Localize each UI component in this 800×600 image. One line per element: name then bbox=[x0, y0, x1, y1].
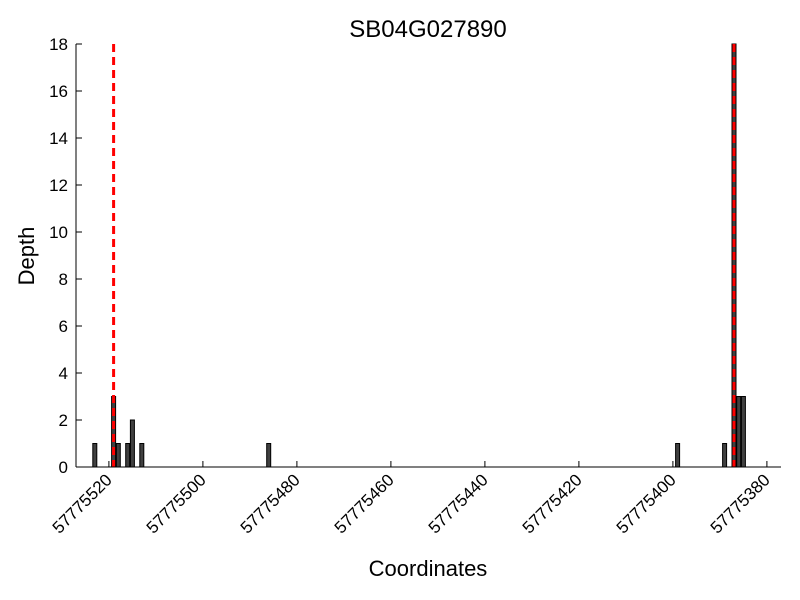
x-tick-label: 57775480 bbox=[237, 470, 304, 537]
depth-bar bbox=[740, 396, 746, 468]
bars-layer bbox=[92, 43, 746, 468]
depth-bar bbox=[111, 396, 117, 468]
y-tick-label: 2 bbox=[59, 411, 68, 430]
axes-layer bbox=[75, 44, 781, 468]
x-tick-label: 57775520 bbox=[49, 470, 116, 537]
x-tick-label: 57775380 bbox=[707, 470, 774, 537]
x-tick-label: 57775460 bbox=[331, 470, 398, 537]
depth-bar bbox=[125, 443, 131, 468]
y-tick-label: 8 bbox=[59, 270, 68, 289]
depth-bar bbox=[675, 443, 681, 468]
y-tick-label: 18 bbox=[49, 35, 68, 54]
vlines-layer bbox=[112, 44, 736, 467]
x-tick-label: 57775440 bbox=[425, 470, 492, 537]
depth-bar bbox=[139, 443, 145, 468]
y-tick-label: 16 bbox=[49, 82, 68, 101]
x-tick-label: 57775500 bbox=[143, 470, 210, 537]
y-tick-label: 4 bbox=[59, 364, 68, 383]
x-tick-label: 57775420 bbox=[519, 470, 586, 537]
y-tick-label: 14 bbox=[49, 129, 68, 148]
chart-title: SB04G027890 bbox=[349, 16, 506, 43]
depth-bar bbox=[722, 443, 728, 468]
x-axis-label: Coordinates bbox=[369, 556, 488, 581]
y-tick-label: 12 bbox=[49, 176, 68, 195]
depth-bar bbox=[115, 443, 121, 468]
depth-bar bbox=[129, 419, 135, 468]
y-axis-label: Depth bbox=[14, 227, 39, 286]
depth-bar bbox=[92, 443, 98, 468]
depth-bar bbox=[266, 443, 272, 468]
y-tick-label: 0 bbox=[59, 458, 68, 477]
y-tick-label: 6 bbox=[59, 317, 68, 336]
y-tick-label: 10 bbox=[49, 223, 68, 242]
y-ticks: 0 2 4 6 8 10 12 14 16 18 bbox=[49, 35, 82, 477]
depth-bar bbox=[736, 396, 742, 468]
x-ticks: 57775520 57775500 57775480 57775460 57775440… bbox=[49, 461, 774, 537]
x-tick-label: 57775400 bbox=[613, 470, 680, 537]
